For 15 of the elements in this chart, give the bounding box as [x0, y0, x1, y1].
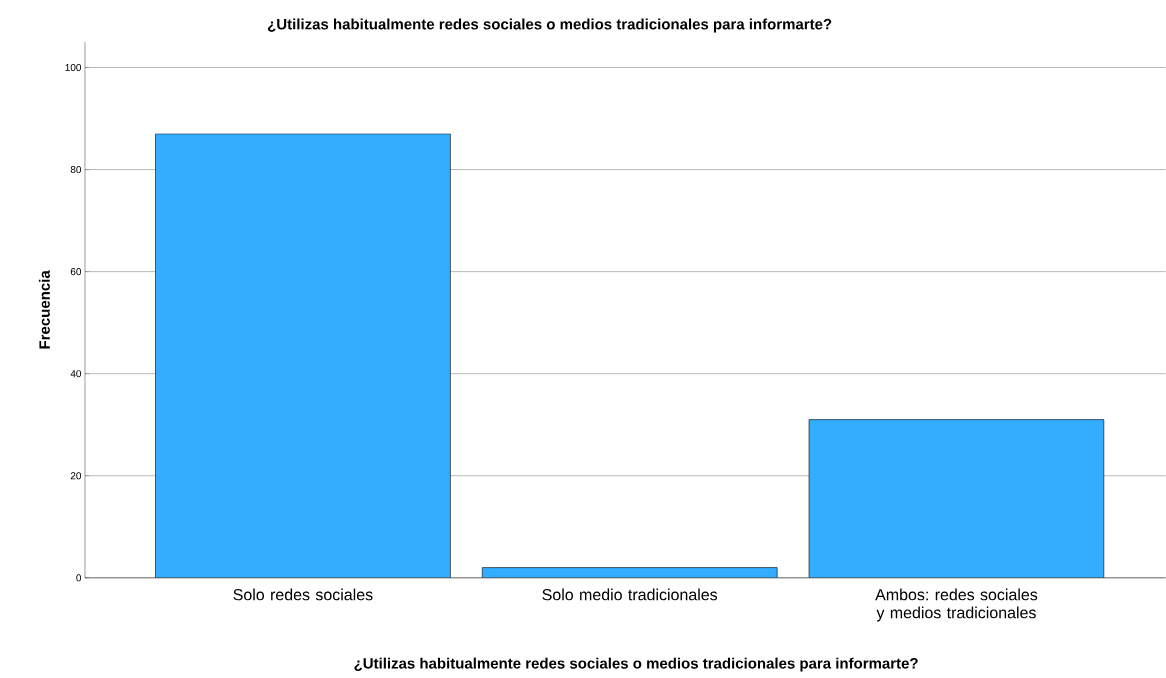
bar	[808, 419, 1105, 578]
y-axis-title: Frecuencia	[38, 270, 50, 349]
x-axis-title: ¿Utilizas habitualmente redes sociales o medios tradicionales para informarte?	[354, 657, 918, 672]
x-tick-label: Solo medio tradicionales	[542, 588, 718, 601]
y-tick-label: 80	[70, 166, 82, 174]
bar	[155, 133, 451, 578]
y-tick-label: 40	[70, 370, 82, 378]
bar	[481, 567, 778, 578]
y-tick-label: 0	[76, 574, 82, 582]
y-tick-label: 100	[65, 64, 82, 72]
chart-title: ¿Utilizas habitualmente redes sociales o medios tradicionales para informarte?	[267, 18, 832, 33]
x-tick-label: Solo redes sociales	[233, 588, 373, 601]
y-tick-label: 20	[70, 472, 82, 480]
x-tick-label: Ambos: redes sociales y medios tradicionales	[875, 588, 1038, 622]
y-tick-label: 60	[70, 268, 82, 276]
